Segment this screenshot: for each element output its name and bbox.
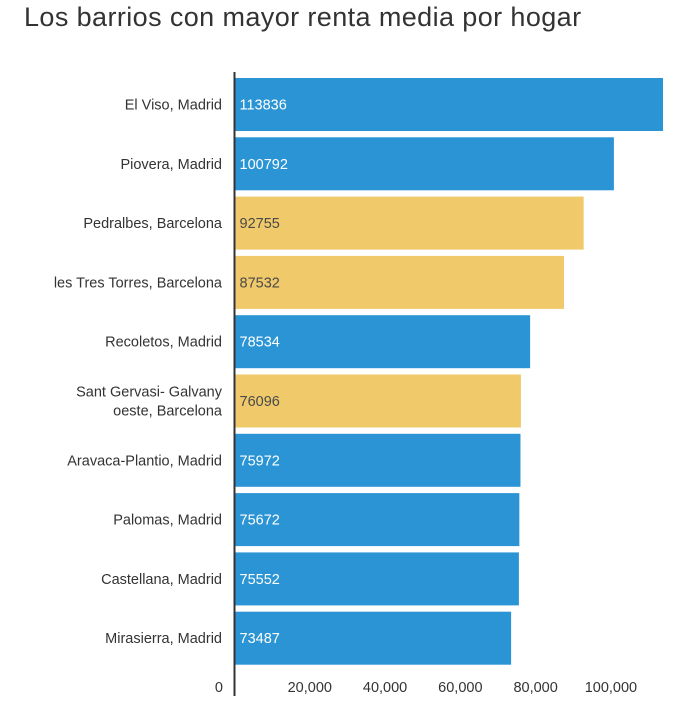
x-tick-label: 60,000 — [438, 680, 482, 696]
category-label: oeste, Barcelona — [113, 404, 223, 420]
category-label: Mirasierra, Madrid — [105, 631, 222, 647]
bar — [234, 255, 564, 309]
value-label: 73487 — [240, 631, 280, 647]
bar — [234, 493, 520, 547]
value-label: 78534 — [240, 335, 280, 351]
category-label: les Tres Torres, Barcelona — [54, 275, 223, 291]
bar — [234, 433, 521, 487]
bar — [234, 137, 614, 191]
category-label: Sant Gervasi- Galvany — [76, 385, 223, 401]
bar — [234, 196, 584, 250]
bar — [234, 552, 519, 606]
x-tick-label: 40,000 — [363, 680, 407, 696]
category-label: Piovera, Madrid — [120, 157, 222, 173]
x-tick-label: 80,000 — [513, 680, 557, 696]
value-label: 75672 — [240, 513, 280, 529]
chart-title: Los barrios con mayor renta media por ho… — [24, 2, 582, 32]
value-label: 75972 — [240, 453, 280, 469]
value-label: 100792 — [240, 157, 288, 173]
x-tick-label: 100,000 — [585, 680, 637, 696]
bar — [234, 611, 512, 665]
x-tick-label: 20,000 — [288, 680, 332, 696]
category-label: Recoletos, Madrid — [105, 335, 222, 351]
bar — [234, 315, 531, 369]
value-label: 76096 — [240, 394, 280, 410]
category-label: Palomas, Madrid — [113, 513, 222, 529]
bar — [234, 78, 663, 131]
category-label: El Viso, Madrid — [125, 98, 222, 114]
value-label: 113836 — [240, 98, 287, 114]
category-label: Pedralbes, Barcelona — [83, 216, 223, 232]
bar — [234, 374, 521, 428]
category-label: Castellana, Madrid — [101, 572, 222, 588]
x-tick-label: 0 — [215, 680, 223, 696]
value-label: 75552 — [240, 572, 280, 588]
category-label: Aravaca-Plantio, Madrid — [67, 453, 222, 469]
value-label: 92755 — [240, 216, 280, 232]
value-label: 87532 — [240, 275, 280, 291]
